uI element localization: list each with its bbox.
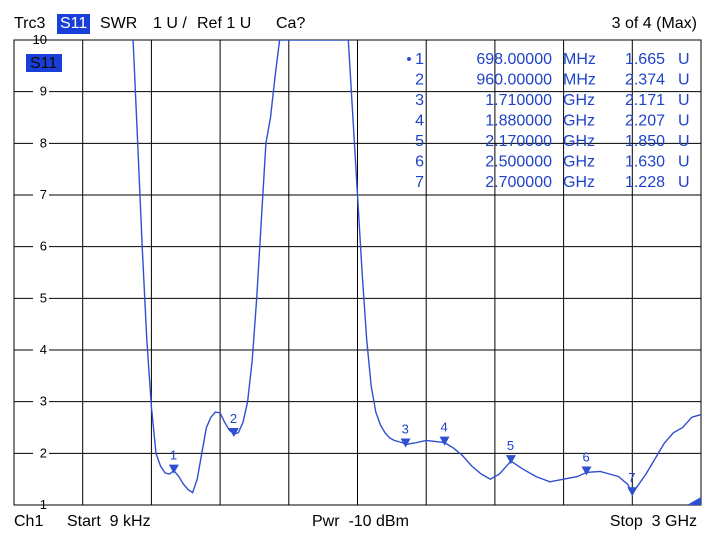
- trace-label: S11: [30, 55, 57, 72]
- marker-table-vunit: U: [678, 92, 690, 109]
- marker-table-vunit: U: [678, 113, 690, 130]
- marker-table-freq: 1.710000: [485, 92, 552, 109]
- y-tick-label-bg: [33, 188, 49, 202]
- y-tick-label: 6: [40, 239, 47, 254]
- marker-table-vunit: U: [678, 133, 690, 150]
- trace-page-indicator: 3 of 4 (Max): [611, 15, 697, 32]
- marker-table-value: 1.228: [625, 174, 665, 191]
- trace-label-box: [26, 54, 62, 72]
- y-tick-label-bg: [33, 84, 49, 99]
- marker-2-triangle: [228, 428, 239, 438]
- start-frequency[interactable]: Start 9 kHz: [67, 513, 151, 530]
- marker-6-triangle: [581, 466, 592, 476]
- marker-5-triangle: [505, 455, 516, 465]
- y-tick-label: 3: [40, 394, 47, 409]
- marker-table-unit: GHz: [563, 154, 595, 171]
- trace-line: [132, 40, 701, 495]
- marker-4-label: 4: [441, 420, 448, 435]
- marker-table-value: 2.171: [625, 92, 665, 109]
- marker-table-value: 1.630: [625, 154, 665, 171]
- marker-table-vunit: U: [678, 72, 690, 89]
- marker-table-value: 1.665: [625, 51, 665, 68]
- marker-1-label: 1: [170, 448, 177, 463]
- y-tick-label-bg: [33, 343, 49, 357]
- y-tick-label: 8: [40, 135, 47, 150]
- marker-4-triangle: [439, 436, 450, 446]
- y-tick-label-bg: [33, 239, 49, 254]
- active-marker-dot: [407, 57, 411, 61]
- y-tick-label-bg: [33, 291, 49, 306]
- y-tick-label: 5: [40, 290, 47, 305]
- trace-scale[interactable]: 1 U /: [153, 15, 187, 32]
- marker-table-value: 1.850: [625, 133, 665, 150]
- y-tick-label-bg: [33, 446, 49, 461]
- marker-table-unit: GHz: [563, 133, 595, 150]
- marker-3-triangle: [400, 438, 411, 448]
- channel-label: Ch1: [14, 513, 44, 530]
- trace-parameter-badge[interactable]: S11: [57, 14, 91, 34]
- marker-table-unit: GHz: [563, 174, 595, 191]
- marker-3-label: 3: [402, 421, 409, 436]
- marker-6-label: 6: [582, 449, 589, 464]
- marker-table-id: 5: [415, 133, 424, 150]
- marker-table-id: 7: [415, 174, 424, 191]
- sweep-end-indicator: [687, 497, 701, 505]
- marker-table-freq: 698.00000: [476, 51, 552, 68]
- marker-table-freq: 2.500000: [485, 154, 552, 171]
- marker-table-vunit: U: [678, 154, 690, 171]
- marker-table-unit: MHz: [563, 51, 596, 68]
- source-power[interactable]: Pwr -10 dBm: [312, 513, 409, 530]
- plot-frame: [13, 39, 702, 506]
- y-tick-label: 7: [40, 187, 47, 202]
- stop-frequency[interactable]: Stop 3 GHz: [609, 513, 697, 530]
- calibration-status: Ca?: [276, 15, 306, 32]
- marker-table-value: 2.374: [625, 72, 665, 89]
- marker-table-unit: MHz: [563, 72, 596, 89]
- marker-table-vunit: U: [678, 51, 690, 68]
- y-tick-label: 9: [40, 84, 47, 99]
- marker-table-value: 2.207: [625, 113, 665, 130]
- marker-table-freq: 2.700000: [485, 174, 552, 191]
- marker-table-freq: 960.00000: [476, 72, 552, 89]
- marker-table-unit: GHz: [563, 113, 595, 130]
- marker-7-triangle: [627, 487, 638, 497]
- marker-table-id: 2: [415, 72, 424, 89]
- marker-table-freq: 2.170000: [485, 133, 552, 150]
- marker-table-id: 1: [415, 51, 424, 68]
- marker-table-id: 3: [415, 92, 424, 109]
- trace-format[interactable]: SWR: [100, 15, 138, 32]
- marker-table-freq: 1.880000: [485, 113, 552, 130]
- trace-name: Trc3: [14, 15, 46, 32]
- y-tick-label-bg: [33, 136, 49, 151]
- marker-5-label: 5: [507, 438, 514, 453]
- marker-7-label: 7: [628, 470, 635, 485]
- marker-table-id: 4: [415, 113, 424, 130]
- y-tick-label: 2: [40, 445, 47, 460]
- marker-1-triangle: [168, 464, 179, 474]
- marker-table-unit: GHz: [563, 92, 595, 109]
- marker-2-label: 2: [230, 411, 237, 426]
- y-tick-label-bg: [33, 394, 49, 409]
- marker-table-id: 6: [415, 154, 424, 171]
- marker-table-vunit: U: [678, 174, 690, 191]
- trace-reference[interactable]: Ref 1 U: [197, 15, 252, 32]
- y-tick-label: 4: [40, 342, 47, 357]
